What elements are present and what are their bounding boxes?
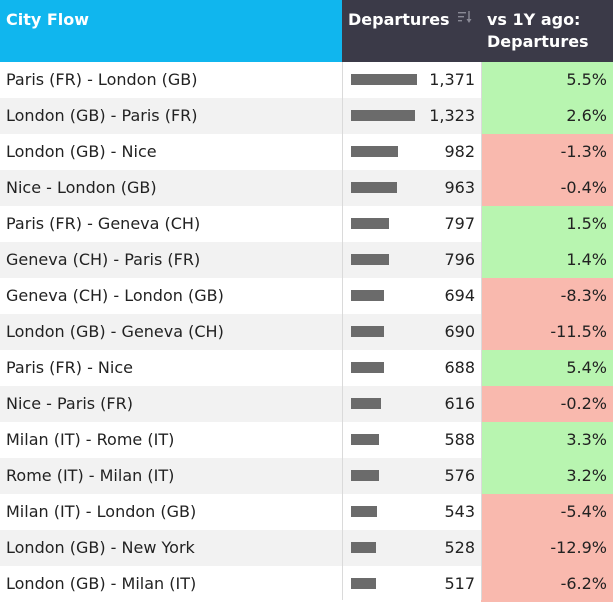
city-flow-cell: London (GB) - Geneva (CH) bbox=[6, 322, 224, 341]
yoy-change-cell: 3.2% bbox=[481, 458, 613, 494]
sort-descending-icon[interactable] bbox=[458, 11, 472, 23]
departures-value: 963 bbox=[444, 178, 475, 197]
city-flow-cell: Paris (FR) - London (GB) bbox=[6, 70, 198, 89]
yoy-change-cell: -5.4% bbox=[481, 494, 613, 530]
yoy-change-cell: 1.5% bbox=[481, 206, 613, 242]
city-flow-cell: London (GB) - Nice bbox=[6, 142, 157, 161]
column-divider bbox=[342, 62, 343, 600]
city-flow-cell: London (GB) - Milan (IT) bbox=[6, 574, 197, 593]
departures-bar bbox=[351, 290, 384, 301]
yoy-change-cell: -1.3% bbox=[481, 134, 613, 170]
departures-value: 796 bbox=[444, 250, 475, 269]
departures-bar bbox=[351, 542, 376, 553]
yoy-change-cell: 3.3% bbox=[481, 422, 613, 458]
departures-bar bbox=[351, 578, 376, 589]
departures-value: 690 bbox=[444, 322, 475, 341]
departures-bar bbox=[351, 470, 379, 481]
departures-value: 576 bbox=[444, 466, 475, 485]
departures-value: 1,323 bbox=[429, 106, 475, 125]
yoy-change-cell: 5.4% bbox=[481, 350, 613, 386]
departures-bar bbox=[351, 326, 384, 337]
yoy-change-cell: -8.3% bbox=[481, 278, 613, 314]
city-flow-cell: Geneva (CH) - London (GB) bbox=[6, 286, 224, 305]
city-flow-cell: Nice - Paris (FR) bbox=[6, 394, 133, 413]
table-row[interactable]: Paris (FR) - Geneva (CH) 797 1.5% bbox=[0, 206, 613, 242]
table-row[interactable]: Paris (FR) - London (GB) 1,371 5.5% bbox=[0, 62, 613, 98]
header-vs-1y-ago[interactable]: vs 1Y ago: Departures bbox=[481, 0, 613, 62]
departures-bar bbox=[351, 146, 398, 157]
table-row[interactable]: London (GB) - Milan (IT) 517 -6.2% bbox=[0, 566, 613, 602]
city-flow-cell: Paris (FR) - Nice bbox=[6, 358, 133, 377]
yoy-change-cell: 2.6% bbox=[481, 98, 613, 134]
departures-value: 797 bbox=[444, 214, 475, 233]
departures-value: 616 bbox=[444, 394, 475, 413]
table-row[interactable]: Paris (FR) - Nice 688 5.4% bbox=[0, 350, 613, 386]
table-row[interactable]: Rome (IT) - Milan (IT) 576 3.2% bbox=[0, 458, 613, 494]
column-divider bbox=[481, 62, 482, 600]
city-flow-cell: Nice - London (GB) bbox=[6, 178, 157, 197]
city-flow-cell: London (GB) - Paris (FR) bbox=[6, 106, 198, 125]
yoy-change-cell: 1.4% bbox=[481, 242, 613, 278]
yoy-change-cell: -6.2% bbox=[481, 566, 613, 602]
departures-bar bbox=[351, 110, 415, 121]
table-row[interactable]: London (GB) - Geneva (CH) 690 -11.5% bbox=[0, 314, 613, 350]
departures-value: 1,371 bbox=[429, 70, 475, 89]
table-row[interactable]: Milan (IT) - Rome (IT) 588 3.3% bbox=[0, 422, 613, 458]
city-flow-cell: Rome (IT) - Milan (IT) bbox=[6, 466, 175, 485]
yoy-change-cell: -12.9% bbox=[481, 530, 613, 566]
departures-bar bbox=[351, 74, 417, 85]
header-city-flow[interactable]: City Flow bbox=[0, 0, 342, 62]
table-row[interactable]: Milan (IT) - London (GB) 543 -5.4% bbox=[0, 494, 613, 530]
departures-bar bbox=[351, 254, 389, 265]
header-vs-line2: Departures bbox=[487, 32, 589, 51]
table-row[interactable]: Nice - Paris (FR) 616 -0.2% bbox=[0, 386, 613, 422]
yoy-change-cell: -0.2% bbox=[481, 386, 613, 422]
departures-value: 588 bbox=[444, 430, 475, 449]
table-row[interactable]: Nice - London (GB) 963 -0.4% bbox=[0, 170, 613, 206]
header-departures-label: Departures bbox=[348, 10, 450, 29]
table-row[interactable]: London (GB) - Nice 982 -1.3% bbox=[0, 134, 613, 170]
table-row[interactable]: Geneva (CH) - London (GB) 694 -8.3% bbox=[0, 278, 613, 314]
header-city-flow-label: City Flow bbox=[6, 10, 90, 29]
departures-bar bbox=[351, 218, 389, 229]
departures-bar bbox=[351, 182, 397, 193]
header-vs-line1: vs 1Y ago: bbox=[487, 10, 581, 29]
table-row[interactable]: London (GB) - New York 528 -12.9% bbox=[0, 530, 613, 566]
yoy-change-cell: -11.5% bbox=[481, 314, 613, 350]
header-departures[interactable]: Departures bbox=[342, 0, 481, 62]
city-flow-cell: Geneva (CH) - Paris (FR) bbox=[6, 250, 201, 269]
departures-bar bbox=[351, 506, 377, 517]
city-flow-cell: London (GB) - New York bbox=[6, 538, 195, 557]
city-flow-cell: Milan (IT) - London (GB) bbox=[6, 502, 197, 521]
departures-bar bbox=[351, 398, 381, 409]
city-flow-cell: Milan (IT) - Rome (IT) bbox=[6, 430, 175, 449]
departures-bar bbox=[351, 362, 384, 373]
departures-value: 528 bbox=[444, 538, 475, 557]
table-row[interactable]: London (GB) - Paris (FR) 1,323 2.6% bbox=[0, 98, 613, 134]
city-flow-cell: Paris (FR) - Geneva (CH) bbox=[6, 214, 201, 233]
departures-bar bbox=[351, 434, 379, 445]
yoy-change-cell: 5.5% bbox=[481, 62, 613, 98]
yoy-change-cell: -0.4% bbox=[481, 170, 613, 206]
departures-value: 982 bbox=[444, 142, 475, 161]
table-row[interactable]: Geneva (CH) - Paris (FR) 796 1.4% bbox=[0, 242, 613, 278]
departures-value: 688 bbox=[444, 358, 475, 377]
departures-value: 694 bbox=[444, 286, 475, 305]
departures-value: 543 bbox=[444, 502, 475, 521]
departures-value: 517 bbox=[444, 574, 475, 593]
